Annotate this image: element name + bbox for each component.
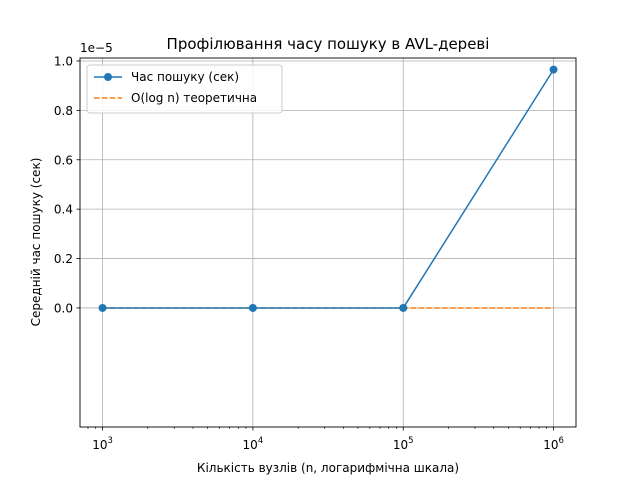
x-axis-label: Кількість вузлів (n, логарифмічна шкала) <box>197 461 459 475</box>
y-tick-label: 0.2 <box>54 252 73 266</box>
series <box>98 65 558 312</box>
y-axis-label: Середній час пошуку (сек) <box>29 158 43 327</box>
series-line-search-time <box>102 69 555 309</box>
legend-marker-search-time <box>104 73 112 81</box>
x-axis-ticks: 103 104 105 106 <box>92 427 564 452</box>
chart-title: Профілювання часу пошуку в AVL-дереві <box>167 35 490 53</box>
y-offset-label: 1e−5 <box>80 41 113 55</box>
y-tick-label: 0.4 <box>54 203 73 217</box>
x-tick-label: 105 <box>393 436 414 452</box>
x-tick-label: 103 <box>92 436 113 452</box>
x-minor-ticks <box>87 427 547 429</box>
y-tick-label: 0.0 <box>54 301 73 315</box>
legend: Час пошуку (сек) O(log n) теоретична <box>86 64 283 114</box>
x-tick-label: 104 <box>243 436 264 452</box>
legend-box <box>86 64 283 114</box>
y-tick-label: 0.6 <box>54 153 73 167</box>
data-point <box>549 65 558 74</box>
y-axis-ticks: 0.0 0.2 0.4 0.6 0.8 1.0 <box>54 54 80 315</box>
legend-label-search-time: Час пошуку (сек) <box>131 70 239 84</box>
y-tick-label: 1.0 <box>54 54 73 68</box>
plot-frame <box>79 57 577 428</box>
data-point <box>98 303 107 312</box>
data-point <box>248 303 257 312</box>
legend-label-theoretical: O(log n) теоретична <box>131 91 257 105</box>
y-tick-label: 0.8 <box>54 104 73 118</box>
data-point <box>399 303 408 312</box>
x-tick-label: 106 <box>543 436 564 452</box>
